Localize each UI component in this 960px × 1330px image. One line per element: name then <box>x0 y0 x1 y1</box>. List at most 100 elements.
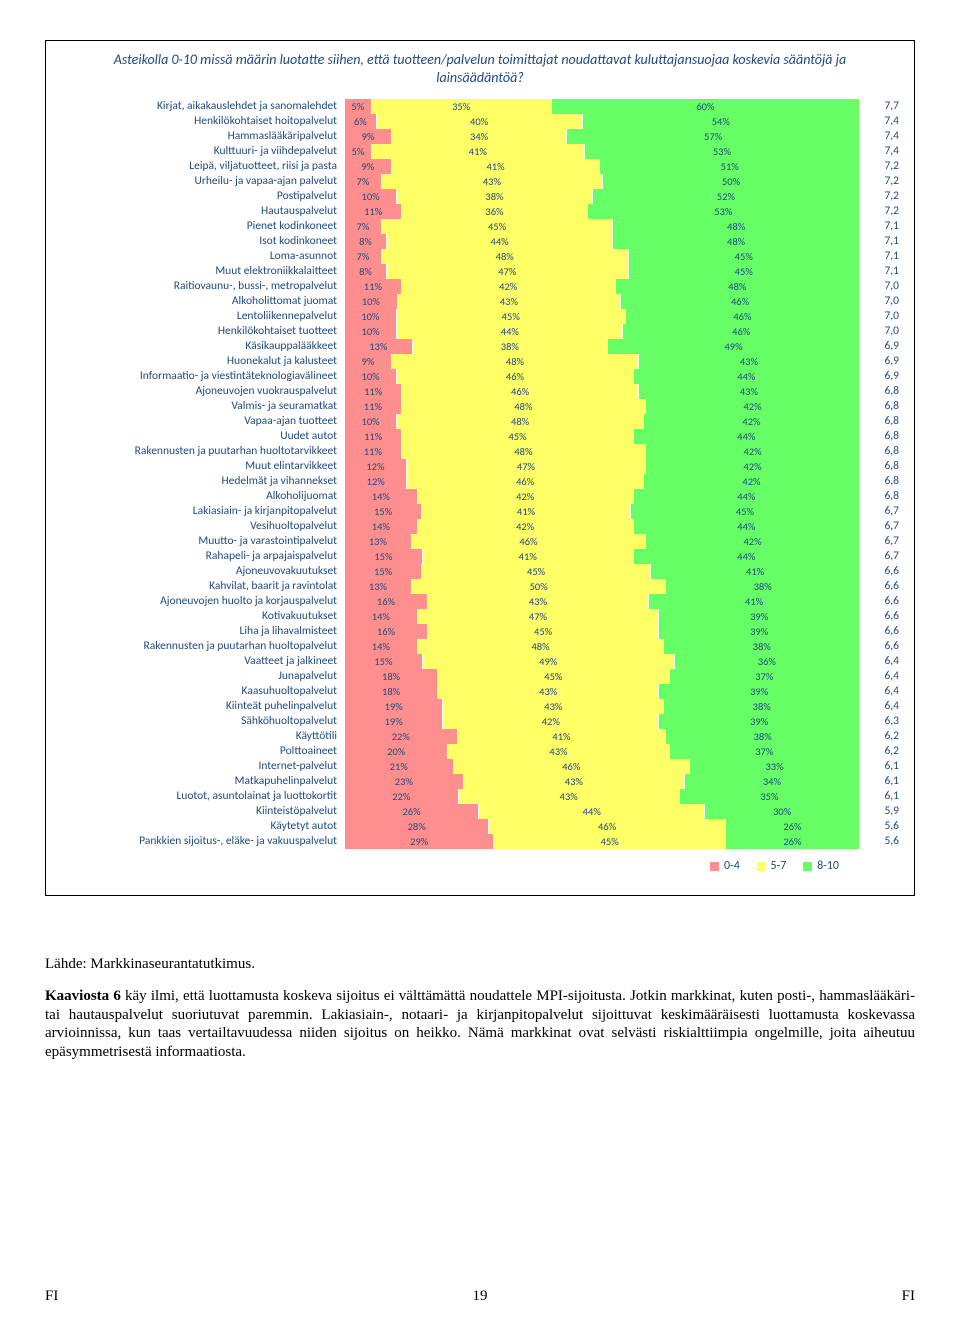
legend: 0-4 5-7 8-10 <box>61 859 899 875</box>
row-bar: 7%48%45% <box>345 249 860 264</box>
bar-segment-low: 23% <box>345 774 464 789</box>
bar-segment-mid: 43% <box>428 594 649 609</box>
body-paragraph: Kaaviosta 6 käy ilmi, että luottamusta k… <box>45 987 915 1062</box>
row-bar: 9%48%43% <box>345 354 860 369</box>
bar-segment-high: 42% <box>646 399 860 414</box>
row-score: 6,1 <box>864 759 899 774</box>
bar-segment-high: 35% <box>680 789 860 804</box>
row-score: 6,9 <box>864 339 899 354</box>
bar-segment-mid: 42% <box>443 714 659 729</box>
bar-segment-low: 18% <box>345 684 438 699</box>
row-score: 7,2 <box>864 189 899 204</box>
bar-segment-mid: 47% <box>418 609 660 624</box>
row-label: Kotivakuutukset <box>61 609 341 624</box>
bar-segment-mid: 43% <box>443 699 664 714</box>
row-label: Valmis- ja seuramatkat <box>61 399 341 414</box>
row-label: Junapalvelut <box>61 669 341 684</box>
bar-segment-mid: 46% <box>454 759 691 774</box>
row-bar: 8%44%48% <box>345 234 860 249</box>
bar-segment-mid: 46% <box>402 384 639 399</box>
legend-mid-label: 5-7 <box>771 859 787 873</box>
legend-mid: 5-7 <box>757 859 787 873</box>
row-label: Rakennusten ja puutarhan huoltopalvelut <box>61 639 341 654</box>
bar-segment-high: 36% <box>675 654 860 669</box>
bar-segment-mid: 42% <box>402 279 616 294</box>
bar-segment-high: 42% <box>646 459 860 474</box>
row-score: 6,7 <box>864 549 899 564</box>
row-bar: 8%47%45% <box>345 264 860 279</box>
row-bar: 28%46%26% <box>345 819 860 834</box>
bar-segment-low: 13% <box>345 534 412 549</box>
bar-segment-mid: 48% <box>418 639 665 654</box>
bar-segment-mid: 48% <box>392 354 639 369</box>
bar-segment-low: 10% <box>345 309 397 324</box>
bar-segment-high: 44% <box>634 369 860 384</box>
bar-segment-mid: 48% <box>382 249 629 264</box>
row-label: Sähköhuoltopalvelut <box>61 714 341 729</box>
legend-low: 0-4 <box>710 859 740 873</box>
bar-segment-low: 11% <box>345 279 402 294</box>
bar-segment-high: 44% <box>634 519 860 534</box>
row-label: Ajoneuvovakuutukset <box>61 564 341 579</box>
chart-rows: Kirjat, aikakauslehdet ja sanomalehdet5%… <box>61 99 899 849</box>
bar-segment-high: 46% <box>621 294 860 309</box>
bar-segment-high: 48% <box>616 279 860 294</box>
bar-segment-mid: 46% <box>397 369 634 384</box>
bar-segment-low: 22% <box>345 789 459 804</box>
bar-segment-high: 43% <box>639 384 860 399</box>
bar-segment-high: 39% <box>659 684 860 699</box>
row-bar: 13%50%38% <box>345 579 860 594</box>
bar-segment-low: 10% <box>345 294 398 309</box>
row-label: Kulttuuri- ja viihdepalvelut <box>61 144 341 159</box>
row-bar: 10%46%44% <box>345 369 860 384</box>
row-score: 7,2 <box>864 204 899 219</box>
row-bar: 10%44%46% <box>345 324 860 339</box>
row-bar: 13%38%49% <box>345 339 860 354</box>
bar-segment-mid: 46% <box>412 534 646 549</box>
legend-low-label: 0-4 <box>724 859 740 873</box>
row-score: 7,0 <box>864 309 899 324</box>
bar-segment-low: 19% <box>345 699 443 714</box>
legend-high: 8-10 <box>803 859 839 873</box>
footer-left: FI <box>45 1288 58 1305</box>
row-score: 6,6 <box>864 624 899 639</box>
row-bar: 11%42%48% <box>345 279 860 294</box>
bar-segment-high: 30% <box>705 804 860 819</box>
bar-segment-mid: 38% <box>397 189 593 204</box>
bar-segment-high: 52% <box>593 189 860 204</box>
row-score: 6,9 <box>864 369 899 384</box>
bar-segment-high: 26% <box>726 819 860 834</box>
row-score: 6,7 <box>864 534 899 549</box>
bar-segment-high: 51% <box>600 159 860 174</box>
bar-segment-low: 14% <box>345 639 418 654</box>
row-label: Kiinteistöpalvelut <box>61 804 341 819</box>
row-label: Rahapeli- ja arpajaispalvelut <box>61 549 341 564</box>
bar-segment-high: 42% <box>646 534 860 549</box>
bar-segment-mid: 43% <box>448 744 669 759</box>
bar-segment-low: 7% <box>345 219 382 234</box>
row-label: Luotot, asuntolainat ja luottokortit <box>61 789 341 804</box>
row-bar: 18%43%39% <box>345 684 860 699</box>
row-label: Muut elintarvikkeet <box>61 459 341 474</box>
row-score: 6,8 <box>864 414 899 429</box>
row-score: 6,8 <box>864 474 899 489</box>
bar-segment-high: 38% <box>664 639 860 654</box>
bar-segment-low: 11% <box>345 384 402 399</box>
row-score: 6,4 <box>864 669 899 684</box>
chart-container: Asteikolla 0-10 missä määrin luotatte si… <box>45 40 915 896</box>
bar-segment-high: 44% <box>634 429 860 444</box>
source-line: Lähde: Markkinaseurantatutkimus. <box>45 956 915 973</box>
row-score: 6,8 <box>864 459 899 474</box>
bar-segment-high: 42% <box>644 474 860 489</box>
page: Asteikolla 0-10 missä määrin luotatte si… <box>0 0 960 1330</box>
row-score: 7,7 <box>864 99 899 114</box>
bar-segment-mid: 41% <box>422 504 631 519</box>
row-label: Rakennusten ja puutarhan huoltotarvikkee… <box>61 444 341 459</box>
bar-segment-high: 42% <box>644 414 860 429</box>
row-score: 6,8 <box>864 489 899 504</box>
bar-segment-low: 10% <box>345 369 397 384</box>
bar-segment-high: 38% <box>666 579 860 594</box>
row-bar: 12%47%42% <box>345 459 860 474</box>
bar-segment-mid: 43% <box>398 294 621 309</box>
bar-segment-mid: 41% <box>423 549 634 564</box>
